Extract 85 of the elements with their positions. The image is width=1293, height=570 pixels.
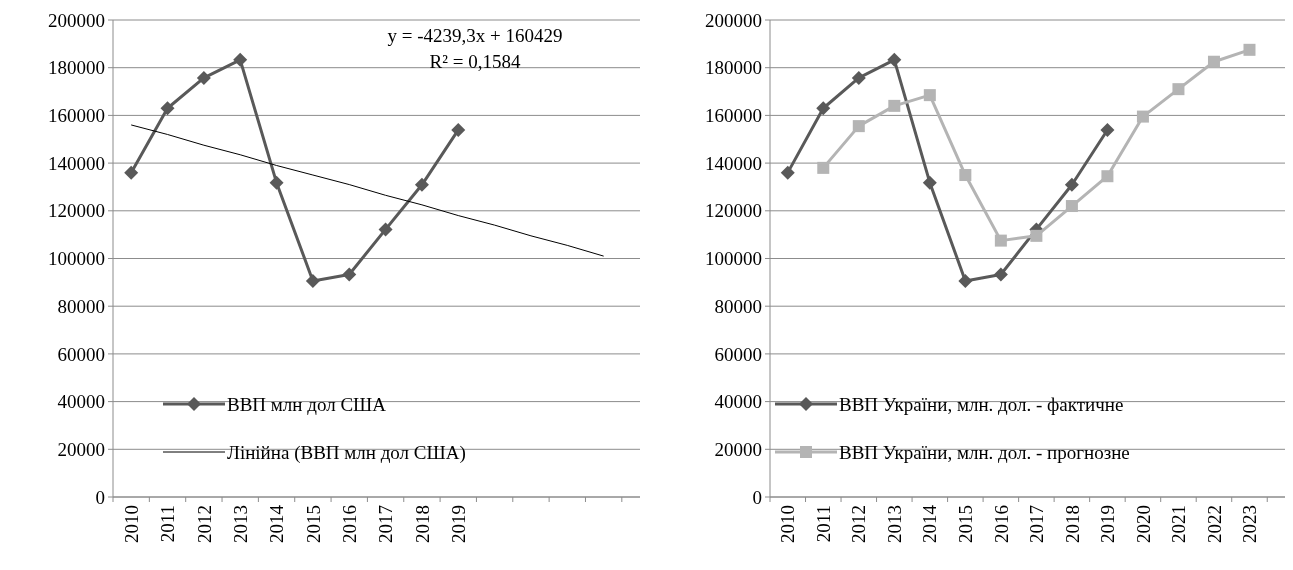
point [1136, 110, 1149, 123]
y-tick-label: 80000 [57, 295, 105, 317]
point [414, 177, 429, 192]
x-tick-label: 2023 [1239, 505, 1261, 543]
x-tick-label: 2018 [1061, 505, 1083, 543]
point [160, 101, 175, 116]
point [1207, 55, 1220, 68]
point [922, 175, 937, 190]
point [817, 161, 830, 174]
point [451, 122, 466, 137]
point [852, 120, 865, 133]
x-tick-label: 2019 [447, 505, 469, 543]
point [958, 273, 973, 288]
y-tick-label: 20000 [714, 438, 762, 460]
x-tick-label: 2014 [919, 504, 941, 543]
y-tick-label: 100000 [705, 248, 762, 270]
point [1030, 229, 1043, 242]
x-tick-label: 2012 [848, 505, 870, 543]
point [959, 169, 972, 182]
point [993, 267, 1008, 282]
point [124, 165, 139, 180]
point [1172, 83, 1185, 96]
annotation: R² = 0,1584 [429, 51, 521, 72]
point [378, 222, 393, 237]
point [1064, 177, 1079, 192]
point [233, 52, 248, 67]
legend-label: Лінійна (ВВП млн дол США) [227, 441, 466, 464]
y-tick-label: 120000 [705, 200, 762, 222]
x-tick-label: 2015 [302, 505, 324, 543]
point [269, 175, 284, 190]
annotation: y = -4239,3x + 160429 [387, 25, 563, 46]
point [196, 70, 211, 85]
y-tick-label: 60000 [714, 343, 762, 365]
x-tick-label: 2022 [1203, 505, 1225, 543]
y-tick-label: 40000 [714, 391, 762, 413]
y-tick-label: 120000 [48, 200, 105, 222]
x-tick-label: 2021 [1168, 505, 1190, 543]
line-series [130, 124, 605, 257]
x-tick-label: 2010 [777, 505, 799, 543]
legend-label: ВВП млн дол США [227, 393, 387, 415]
y-tick-label: 20000 [57, 438, 105, 460]
point [851, 70, 866, 85]
y-tick-label: 100000 [48, 248, 105, 270]
y-tick-label: 140000 [705, 152, 762, 174]
point [887, 52, 902, 67]
legend-label: ВВП України, млн. дол. - фактичне [839, 393, 1124, 415]
point [1101, 170, 1114, 183]
y-tick-label: 200000 [705, 9, 762, 31]
x-tick-label: 2016 [338, 505, 360, 543]
y-tick-label: 80000 [714, 295, 762, 317]
x-tick-label: 2020 [1132, 505, 1154, 543]
x-tick-label: 2012 [193, 505, 215, 543]
x-tick-label: 2010 [120, 505, 142, 543]
y-tick-label: 140000 [48, 152, 105, 174]
y-tick-label: 160000 [705, 105, 762, 127]
y-tick-label: 160000 [48, 105, 105, 127]
point [994, 234, 1007, 247]
x-tick-label: 2011 [157, 505, 179, 543]
x-tick-label: 2013 [229, 505, 251, 543]
x-tick-label: 2013 [883, 505, 905, 543]
point [923, 89, 936, 102]
x-tick-label: 2011 [812, 505, 834, 543]
y-tick-label: 180000 [705, 57, 762, 79]
y-tick-label: 0 [95, 486, 105, 508]
point [1100, 122, 1115, 137]
y-tick-label: 40000 [57, 391, 105, 413]
y-tick-label: 200000 [48, 9, 105, 31]
point [305, 273, 320, 288]
y-tick-label: 180000 [48, 57, 105, 79]
point [1243, 43, 1256, 56]
point [816, 101, 831, 116]
x-tick-label: 2014 [266, 504, 288, 543]
x-tick-label: 2017 [1026, 505, 1048, 543]
point [780, 165, 795, 180]
x-tick-label: 2017 [375, 505, 397, 543]
x-tick-label: 2018 [411, 505, 433, 543]
legend-label: ВВП України, млн. дол. - прогнозне [839, 441, 1130, 463]
point [342, 267, 357, 282]
point [888, 99, 901, 112]
y-tick-label: 0 [752, 486, 762, 508]
x-tick-label: 2019 [1097, 505, 1119, 543]
y-tick-label: 60000 [57, 343, 105, 365]
x-tick-label: 2016 [990, 505, 1012, 543]
x-tick-label: 2015 [954, 505, 976, 543]
point [1065, 200, 1078, 213]
